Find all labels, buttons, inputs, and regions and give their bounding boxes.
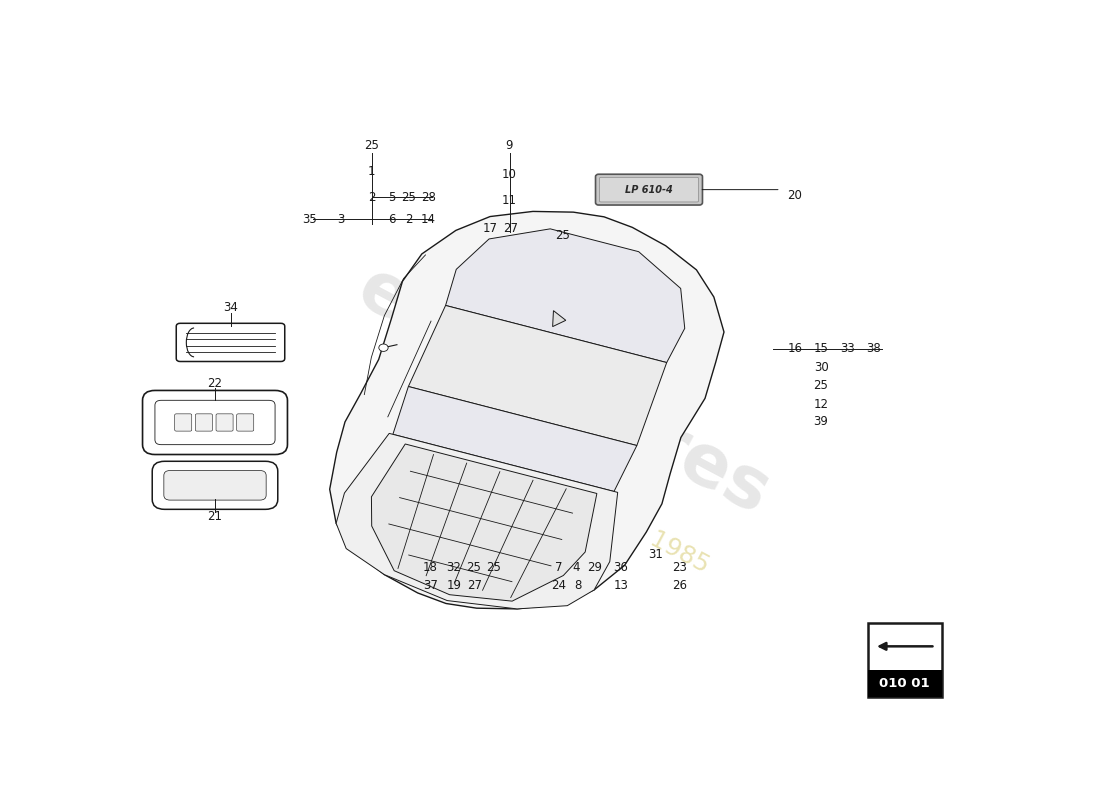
Text: 11: 11	[502, 194, 517, 207]
Text: 2: 2	[405, 213, 412, 226]
Text: 35: 35	[302, 213, 317, 226]
Text: 36: 36	[614, 561, 628, 574]
Text: 14: 14	[420, 213, 436, 226]
Text: 25: 25	[814, 379, 828, 392]
Bar	[868, 670, 942, 697]
Polygon shape	[372, 444, 597, 601]
Text: 25: 25	[554, 229, 570, 242]
FancyBboxPatch shape	[595, 174, 703, 205]
Text: 31: 31	[648, 548, 662, 561]
Text: 30: 30	[814, 361, 828, 374]
Text: 3: 3	[337, 213, 344, 226]
Text: 9: 9	[506, 138, 514, 152]
Text: 37: 37	[424, 578, 438, 592]
Text: 8: 8	[574, 578, 582, 592]
FancyBboxPatch shape	[152, 462, 278, 510]
Text: LP 610-4: LP 610-4	[625, 185, 673, 194]
Text: 17: 17	[483, 222, 497, 235]
Text: 010 01: 010 01	[879, 677, 931, 690]
Text: 39: 39	[814, 414, 828, 428]
FancyBboxPatch shape	[236, 414, 254, 431]
Text: 32: 32	[447, 561, 461, 574]
Polygon shape	[330, 211, 724, 609]
Text: 33: 33	[840, 342, 855, 355]
FancyBboxPatch shape	[196, 414, 212, 431]
Text: 10: 10	[502, 168, 517, 181]
Text: 15: 15	[814, 342, 828, 355]
FancyBboxPatch shape	[155, 400, 275, 445]
Text: 25: 25	[466, 561, 482, 574]
Text: 5: 5	[388, 190, 395, 203]
Text: 22: 22	[208, 377, 222, 390]
Polygon shape	[446, 229, 684, 362]
Text: 28: 28	[420, 190, 436, 203]
Text: 21: 21	[208, 510, 222, 523]
Polygon shape	[552, 310, 565, 326]
Text: 18: 18	[424, 561, 438, 574]
Text: 29: 29	[587, 561, 603, 574]
FancyBboxPatch shape	[164, 470, 266, 500]
Text: 27: 27	[468, 578, 482, 592]
FancyBboxPatch shape	[176, 323, 285, 362]
Text: 4: 4	[572, 561, 580, 574]
Text: 23: 23	[672, 561, 688, 574]
FancyBboxPatch shape	[175, 414, 191, 431]
Circle shape	[378, 344, 388, 351]
Text: 24: 24	[551, 578, 566, 592]
Text: 1: 1	[367, 165, 375, 178]
Bar	[868, 622, 942, 697]
Text: eurospares: eurospares	[345, 254, 782, 530]
Text: 27: 27	[504, 222, 518, 235]
Text: 12: 12	[814, 398, 828, 410]
Text: 2: 2	[367, 190, 375, 203]
Text: a passion for parts since 1985: a passion for parts since 1985	[367, 378, 713, 578]
Polygon shape	[337, 434, 618, 609]
Text: 25: 25	[402, 190, 416, 203]
FancyBboxPatch shape	[600, 178, 698, 202]
Text: 26: 26	[672, 578, 688, 592]
Text: 13: 13	[614, 578, 628, 592]
Text: 19: 19	[447, 578, 461, 592]
Text: 6: 6	[388, 213, 396, 226]
Text: 7: 7	[556, 561, 563, 574]
Text: 20: 20	[788, 190, 802, 202]
Text: 38: 38	[867, 342, 881, 355]
Text: 34: 34	[223, 302, 238, 314]
Text: 25: 25	[364, 138, 380, 152]
Polygon shape	[393, 386, 637, 491]
FancyBboxPatch shape	[216, 414, 233, 431]
FancyBboxPatch shape	[143, 390, 287, 454]
Polygon shape	[408, 306, 667, 446]
Text: 25: 25	[486, 561, 502, 574]
Text: 16: 16	[788, 342, 802, 355]
